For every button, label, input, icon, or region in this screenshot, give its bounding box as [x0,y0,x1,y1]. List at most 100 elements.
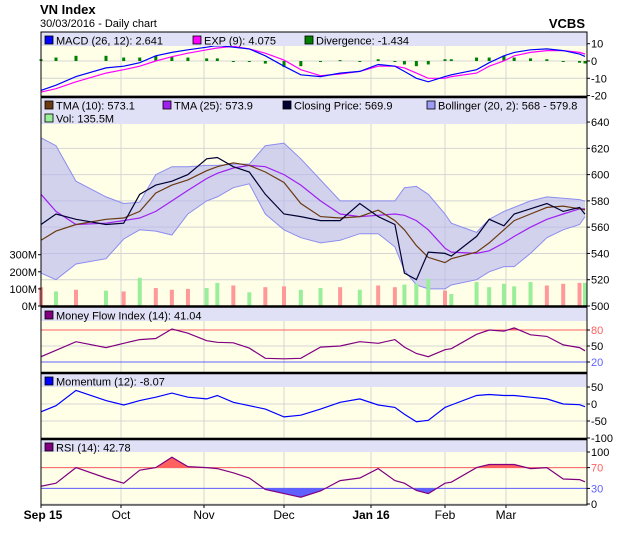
volume-bar [561,283,566,306]
divergence-bar [138,57,142,61]
rsi-line [41,456,586,498]
legend-label: TMA (10): 573.1 [56,101,135,113]
divergence-bar [282,61,286,68]
legend-swatch-icon [192,35,202,45]
divergence-bar [205,58,209,61]
legend-swatch-icon [44,113,54,123]
y-tick-label: 80 [591,325,603,337]
divergence-bar [318,61,322,62]
volume-tick-label: 100M [9,284,37,296]
y-tick-label: 620 [591,143,609,155]
main-legend-band [41,97,587,124]
divergence-bar [414,61,418,67]
divergence-bar [122,57,126,61]
volume-bar [137,277,142,306]
divergence-bar [443,59,447,61]
x-tick-label: Dec [273,508,294,522]
legend-label: Divergence: -1.434 [316,36,409,48]
volume-bar [231,285,236,306]
volume-bar [247,292,252,306]
brand-label: VCBS [549,16,585,31]
divergence-bar [578,61,582,63]
divergence-bar [263,61,267,64]
legend-swatch-icon [304,35,314,45]
y-tick-label: 0 [591,499,597,511]
macd-line [41,46,586,91]
legend-swatch-icon [44,35,54,45]
divergence-bar [426,61,430,65]
y-tick-label: 640 [591,117,609,129]
exp-line [41,46,586,93]
macd-legend-band [41,32,587,46]
volume-bar [104,290,108,306]
macd-panel: 10 0 -10 -20 MACD (26, 12): 2.641 EXP (9): 4.… [39,32,607,103]
volume-bar [54,291,58,306]
divergence-bar [449,59,453,61]
divergence-bar [154,55,158,61]
y-tick-label: 580 [591,196,609,208]
volume-bar [121,291,126,306]
legend-label: EXP (9): 4.075 [204,36,276,48]
divergence-bar [74,55,78,61]
volume-bar [204,288,209,306]
volume-bar [449,294,454,306]
volume-bar [215,282,220,306]
chart-title: VN Index [40,2,96,17]
volume-bar [282,286,286,306]
volume-bar [583,282,587,306]
divergence-bar [338,60,342,62]
x-tick-label: Mar [496,508,517,522]
legend-label: TMA (25): 573.9 [174,101,253,113]
main-panel: 640 620 600 580 560 540 520 500 TMA (10): 573.1 T… [9,97,609,313]
y-tick-label: 20 [591,357,603,369]
mfi-line [41,327,586,360]
volume-bar [357,289,362,306]
legend-swatch-icon [282,100,292,110]
y-tick-label: 560 [591,222,609,234]
divergence-bar [561,61,565,62]
divergence-bar [502,55,506,61]
volume-bar [74,289,78,306]
divergence-bar [402,61,406,65]
divergence-bar [512,57,516,61]
tma25-line [41,164,586,255]
mfi-panel: 80 50 20 Money Flow Index (14): 41.04 [41,307,603,373]
y-tick-label: 70 [591,463,603,475]
y-tick-label: 30 [591,483,603,495]
momentum-panel: 50 0 -50 -100 Momentum (12): -8.07 [41,373,613,445]
volume-tick-label: 300M [9,250,37,262]
legend-label: Money Flow Index (14): 41.04 [56,311,202,323]
volume-bar [487,287,492,306]
divergence-bar [393,61,397,62]
divergence-bar [358,61,362,62]
momentum-legend-band [41,373,587,387]
legend-label: RSI (14): 42.78 [56,443,131,455]
x-tick-label: Oct [112,508,131,522]
volume-bar [577,282,582,306]
overbought-area [155,457,527,468]
y-tick-label: 100 [591,447,609,459]
divergence-bar [583,61,587,64]
divergence-bar [475,57,479,61]
x-tick-label: Feb [435,508,456,522]
volume-bar [512,286,517,306]
legend-label: Momentum (12): -8.07 [56,377,165,389]
volume-bar [544,285,549,306]
momentum-line [41,389,586,423]
legend-swatch-icon [162,100,172,110]
volume-bar [338,287,343,306]
x-tick-label: Sep 15 [24,508,63,522]
y-tick-label: 50 [591,341,603,353]
volume-bar [169,289,174,306]
volume-bar [392,287,397,306]
y-tick-label: 10 [591,39,603,51]
chart-subtitle: 30/03/2016 - Daily chart [40,18,157,30]
volume-tick-label: 0M [22,301,37,313]
y-tick-label: -50 [591,416,607,428]
y-tick-label: 0 [591,56,597,68]
legend-swatch-icon [44,310,54,320]
volume-bar [528,282,533,306]
y-tick-label: 520 [591,275,609,287]
y-tick-label: -10 [591,73,607,85]
